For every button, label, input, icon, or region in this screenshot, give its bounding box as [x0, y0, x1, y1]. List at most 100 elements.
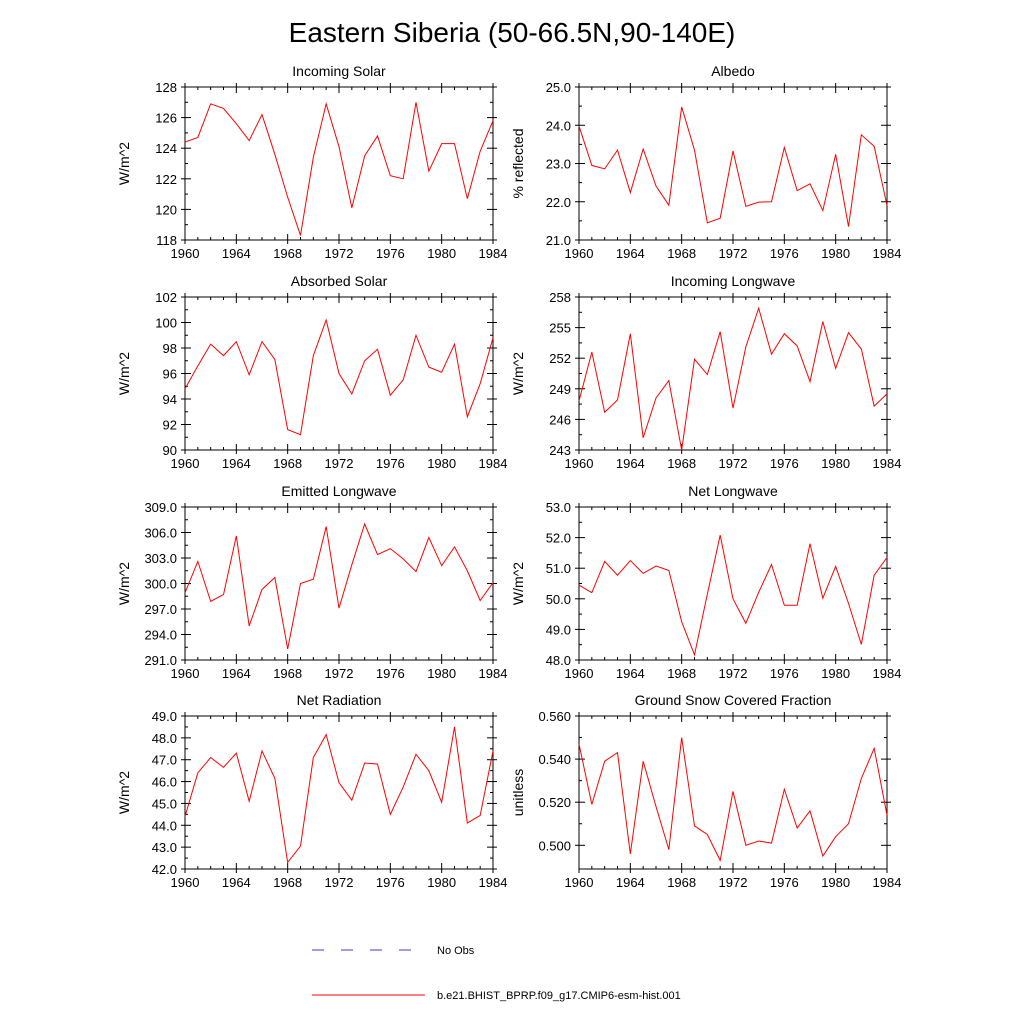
x-tick-label: 1976 [770, 456, 799, 471]
x-tick-label: 1964 [616, 246, 645, 261]
x-tick-label: 1960 [565, 456, 594, 471]
x-tick-label: 1968 [667, 456, 696, 471]
x-tick-label: 1980 [427, 246, 456, 261]
x-tick-label: 1984 [479, 456, 508, 471]
series-line [578, 106, 888, 227]
plot-frame [184, 86, 494, 241]
series-line [184, 101, 494, 236]
y-tick-label: 48.0 [152, 731, 177, 746]
y-tick-label: 124 [155, 141, 177, 156]
y-tick-label: 43.0 [152, 840, 177, 855]
legend-label-model: b.e21.BHIST_BPRP.f09_g17.CMIP6-esm-hist.… [437, 990, 681, 1002]
x-tick-label: 1976 [376, 875, 405, 890]
x-tick-label: 1980 [821, 666, 850, 681]
y-tick-label: 96 [163, 367, 177, 382]
y-tick-label: 23.0 [546, 157, 571, 172]
x-tick-label: 1968 [273, 456, 302, 471]
y-tick-label: 102 [155, 290, 177, 305]
y-tick-label: 44.0 [152, 818, 177, 833]
y-axis-label: % reflected [510, 128, 526, 198]
x-tick-label: 1980 [821, 246, 850, 261]
y-tick-label: 258 [549, 290, 571, 305]
series-line [184, 726, 494, 864]
y-tick-label: 100 [155, 316, 177, 331]
x-tick-label: 1976 [376, 246, 405, 261]
x-tick-label: 1976 [376, 456, 405, 471]
x-tick-label: 1964 [222, 456, 251, 471]
y-tick-label: 297.0 [144, 602, 177, 617]
y-tick-label: 52.0 [546, 531, 571, 546]
x-tick-label: 1972 [719, 246, 748, 261]
panel-title: Net Longwave [688, 483, 778, 499]
y-tick-label: 22.0 [546, 195, 571, 210]
x-tick-label: 1968 [273, 875, 302, 890]
x-tick-label: 1972 [325, 666, 354, 681]
x-tick-label: 1976 [770, 246, 799, 261]
x-tick-label: 1980 [427, 666, 456, 681]
x-tick-label: 1984 [479, 246, 508, 261]
x-tick-label: 1972 [325, 246, 354, 261]
panel-title: Albedo [711, 63, 755, 79]
x-tick-label: 1980 [427, 875, 456, 890]
x-tick-label: 1960 [565, 246, 594, 261]
y-tick-label: 0.560 [538, 709, 571, 724]
y-tick-label: 24.0 [546, 118, 571, 133]
panel-title: Incoming Longwave [671, 273, 796, 289]
y-tick-label: 249 [549, 382, 571, 397]
y-tick-label: 51.0 [546, 561, 571, 576]
y-tick-label: 45.0 [152, 796, 177, 811]
y-tick-label: 53.0 [546, 500, 571, 515]
panel-net-longwave: Net Longwave W/m^2 1960 1964 1968 1972 1976 198… [510, 483, 901, 681]
y-tick-label: 294.0 [144, 628, 177, 643]
y-tick-label: 50.0 [546, 592, 571, 607]
x-tick-label: 1980 [821, 875, 850, 890]
panel-incoming-solar: Incoming Solar W/m^2 1960 1964 1968 1972 1976 1… [116, 63, 507, 261]
x-tick-label: 1984 [873, 875, 902, 890]
y-tick-label: 46.0 [152, 775, 177, 790]
x-tick-label: 1984 [873, 456, 902, 471]
y-tick-label: 303.0 [144, 551, 177, 566]
panel-title: Net Radiation [297, 692, 382, 708]
y-tick-label: 309.0 [144, 500, 177, 515]
plot-frame [184, 715, 494, 870]
y-tick-label: 42.0 [152, 862, 177, 877]
x-tick-label: 1984 [873, 246, 902, 261]
x-tick-label: 1984 [873, 666, 902, 681]
y-tick-label: 243 [549, 443, 571, 458]
series-line [578, 737, 888, 862]
legend-label-no-obs: No Obs [437, 945, 475, 957]
y-axis-label: W/m^2 [116, 142, 132, 185]
plot-frame [578, 296, 888, 451]
x-tick-label: 1976 [770, 666, 799, 681]
x-tick-label: 1960 [171, 875, 200, 890]
y-axis-label: W/m^2 [510, 352, 526, 395]
x-tick-label: 1968 [667, 666, 696, 681]
y-tick-label: 300.0 [144, 577, 177, 592]
x-tick-label: 1964 [222, 666, 251, 681]
x-tick-label: 1960 [565, 875, 594, 890]
panel-absorbed-solar: Absorbed Solar W/m^2 1960 1964 1968 1972 1976 1… [116, 273, 507, 471]
series-line [578, 535, 888, 657]
y-axis-label: W/m^2 [116, 352, 132, 395]
y-tick-label: 21.0 [546, 233, 571, 248]
x-tick-label: 1972 [719, 666, 748, 681]
y-tick-label: 0.540 [538, 752, 571, 767]
x-tick-label: 1980 [427, 456, 456, 471]
y-tick-label: 49.0 [152, 709, 177, 724]
series-line [578, 306, 888, 451]
y-axis-label: unitless [510, 769, 526, 816]
y-tick-label: 92 [163, 418, 177, 433]
x-tick-label: 1976 [376, 666, 405, 681]
y-tick-label: 0.520 [538, 795, 571, 810]
panel-ground-snow-covered-fraction: Ground Snow Covered Fraction unitless 1960… [510, 692, 901, 890]
x-tick-label: 1968 [273, 666, 302, 681]
y-tick-label: 98 [163, 341, 177, 356]
y-tick-label: 246 [549, 412, 571, 427]
panel-title: Incoming Solar [292, 63, 386, 79]
y-tick-label: 122 [155, 172, 177, 187]
x-tick-label: 1980 [821, 456, 850, 471]
y-tick-label: 94 [163, 392, 177, 407]
x-tick-label: 1972 [719, 456, 748, 471]
panel-emitted-longwave: Emitted Longwave W/m^2 1960 1964 1968 1972 197… [116, 483, 507, 681]
